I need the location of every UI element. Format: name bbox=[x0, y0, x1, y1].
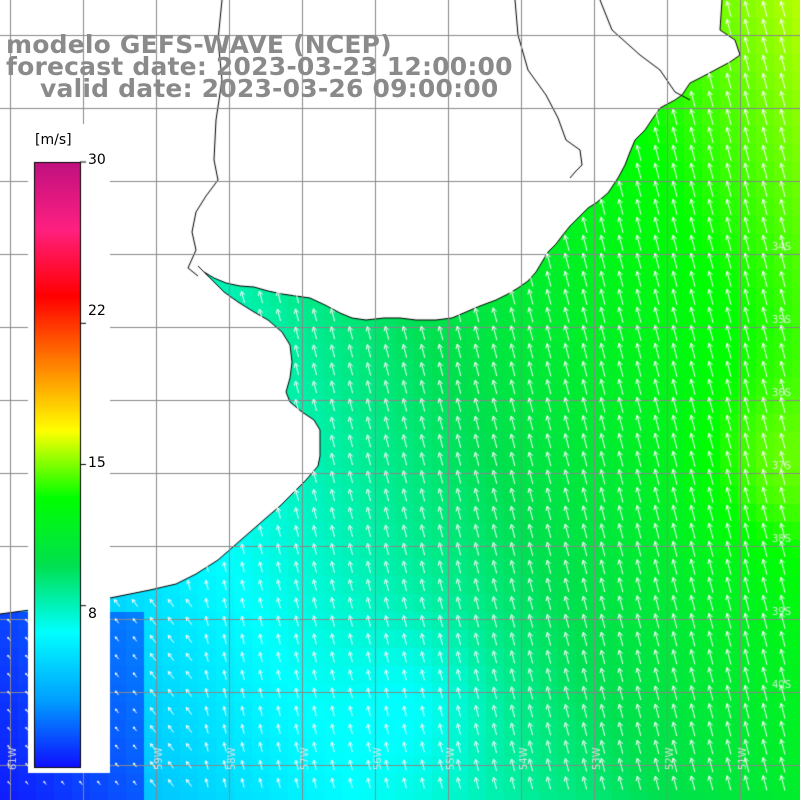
forecast-date: forecast date: 2023-03-23 12:00:00 bbox=[6, 52, 513, 81]
colorbar-tick-8: 8 bbox=[88, 606, 97, 622]
model-title: modelo GEFS-WAVE (NCEP) bbox=[6, 30, 392, 59]
colorbar-unit: [m/s] bbox=[33, 132, 74, 148]
valid-date: valid date: 2023-03-26 09:00:00 bbox=[40, 74, 499, 103]
colorbar-tick-30: 30 bbox=[88, 152, 106, 168]
colorbar-tick-22: 22 bbox=[88, 303, 106, 319]
colorbar-tick-15: 15 bbox=[88, 455, 106, 471]
